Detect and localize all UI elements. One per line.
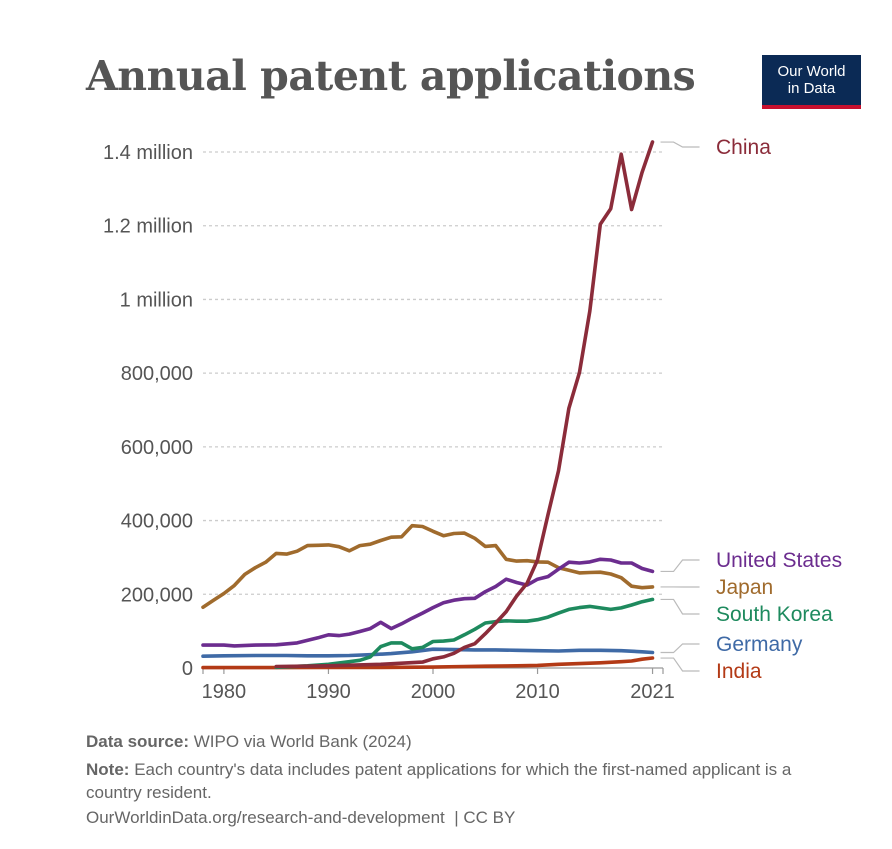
series-label-china[interactable]: China — [716, 136, 771, 159]
series-line-united-states[interactable] — [201, 557, 655, 648]
label-leader-line — [660, 559, 700, 573]
y-tick-label: 600,000 — [121, 437, 193, 459]
series-line-south-korea[interactable] — [274, 597, 655, 670]
source-label: Data source: — [86, 732, 189, 751]
owid-logo[interactable]: Our World in Data — [762, 55, 861, 109]
source-url-link[interactable]: OurWorldinData.org/research-and-developm… — [86, 808, 445, 827]
footer-url: OurWorldinData.org/research-and-developm… — [86, 808, 515, 828]
x-tick-label: 1990 — [306, 681, 351, 703]
line-chart: 0 200,000 400,000 600,000 800,000 1 million 1.… — [103, 136, 842, 703]
x-axis: 1980 1990 2000 2010 2021 — [202, 667, 675, 703]
series-line-china[interactable] — [274, 140, 655, 669]
y-tick-label: 1 million — [120, 289, 193, 311]
series-labels: China United States Japan South Korea German… — [660, 136, 842, 683]
series-lines — [201, 140, 655, 670]
series-line-germany[interactable] — [201, 647, 655, 658]
y-tick-label: 1.4 million — [103, 142, 193, 164]
series-line-india[interactable] — [201, 656, 655, 670]
x-tick-label: 1980 — [202, 681, 247, 703]
gridlines — [203, 151, 663, 595]
note-label: Note: — [86, 760, 130, 779]
series-label-india[interactable]: India — [716, 660, 762, 683]
y-tick-label: 800,000 — [121, 363, 193, 385]
series-label-japan[interactable]: Japan — [716, 576, 773, 599]
chart-title: Annual patent applications — [86, 52, 696, 100]
label-leader-line — [660, 657, 700, 672]
y-tick-label: 200,000 — [121, 584, 193, 606]
series-label-south-korea[interactable]: South Korea — [716, 603, 833, 626]
data-source: Data source: WIPO via World Bank (2024) — [86, 732, 412, 752]
series-label-germany[interactable]: Germany — [716, 633, 803, 656]
y-tick-label: 1.2 million — [103, 216, 193, 238]
y-tick-label: 0 — [182, 658, 193, 680]
x-tick-label: 2021 — [630, 681, 675, 703]
label-leader-line — [660, 643, 700, 654]
logo-line-2: in Data — [787, 80, 836, 97]
note-text: Each country's data includes patent appl… — [86, 760, 792, 802]
series-line-japan[interactable] — [201, 523, 655, 609]
chart-note: Note: Each country's data includes paten… — [86, 758, 826, 804]
x-tick-label: 2000 — [411, 681, 456, 703]
y-tick-label: 400,000 — [121, 511, 193, 533]
label-leader-line — [660, 598, 700, 615]
logo-line-1: Our World — [777, 63, 846, 80]
source-text: WIPO via World Bank (2024) — [193, 732, 412, 751]
license-text: | CC BY — [454, 808, 516, 827]
series-label-united-states[interactable]: United States — [716, 549, 842, 572]
x-tick-label: 2010 — [515, 681, 560, 703]
y-axis: 0 200,000 400,000 600,000 800,000 1 million 1.… — [103, 142, 193, 680]
label-leader-line — [660, 141, 700, 148]
